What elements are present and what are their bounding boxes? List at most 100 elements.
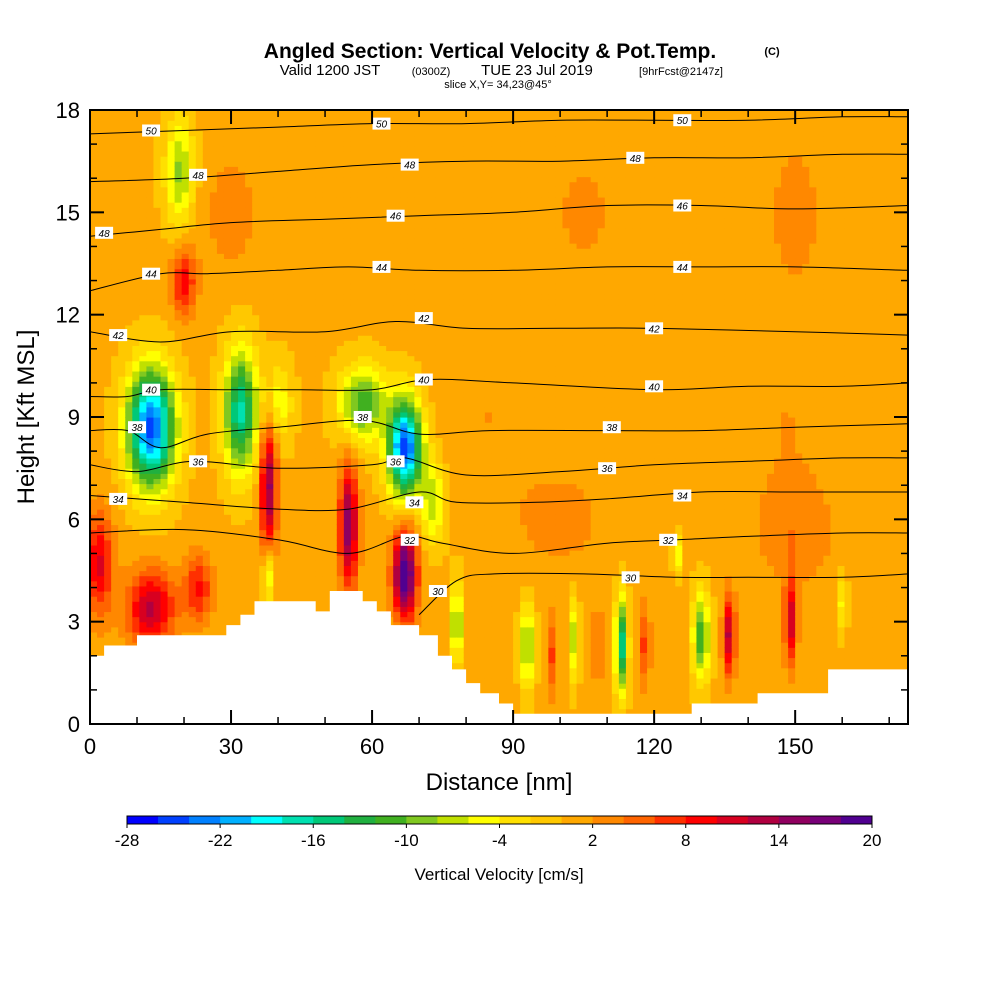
heatmap-cell (209, 601, 218, 607)
heatmap-cell (216, 140, 225, 147)
heatmap-cell (174, 232, 183, 239)
heatmap-cell (216, 243, 225, 249)
heatmap-cell (372, 493, 380, 500)
heatmap-cell (273, 319, 281, 326)
heatmap-cell (315, 304, 324, 311)
heatmap-cell (329, 232, 338, 239)
heatmap-cell (273, 468, 281, 474)
heatmap-cell (153, 253, 162, 259)
heatmap-cell (365, 140, 373, 147)
heatmap-cell (238, 560, 246, 566)
heatmap-cell (202, 130, 211, 137)
heatmap-cell (174, 156, 183, 162)
heatmap-cell (322, 396, 331, 403)
heatmap-cell (118, 186, 126, 193)
heatmap-cell (97, 335, 105, 341)
heatmap-cell (238, 539, 246, 546)
heatmap-cell (266, 544, 274, 551)
heatmap-cell (365, 171, 373, 178)
heatmap-cell (238, 534, 246, 541)
heatmap-cell (343, 493, 352, 500)
heatmap-cell (146, 631, 155, 638)
heatmap-cell (231, 330, 239, 336)
heatmap-cell (90, 181, 98, 188)
heatmap-cell (231, 217, 239, 224)
heatmap-cell (118, 140, 126, 147)
heatmap-cell (259, 222, 267, 229)
heatmap-cell (231, 150, 239, 157)
heatmap-cell (238, 524, 246, 531)
heatmap-cell (273, 191, 281, 198)
heatmap-cell (111, 642, 119, 648)
heatmap-cell (223, 473, 232, 479)
heatmap-cell (301, 299, 310, 306)
heatmap-cell (308, 161, 317, 167)
heatmap-cell (167, 483, 176, 490)
heatmap-cell (139, 243, 148, 249)
heatmap-cell (357, 202, 366, 208)
heatmap-cell (238, 437, 246, 444)
heatmap-cell (111, 463, 119, 469)
heatmap-cell (97, 355, 105, 362)
heatmap-cell (111, 140, 119, 147)
heatmap-cell (104, 324, 112, 331)
heatmap-cell (329, 248, 338, 254)
heatmap-cell (139, 365, 148, 372)
heatmap-cell (167, 611, 176, 618)
heatmap-cell (216, 626, 225, 633)
heatmap-cell (146, 427, 155, 433)
heatmap-cell (259, 524, 267, 531)
heatmap-cell (160, 601, 169, 607)
heatmap-cell (343, 150, 352, 157)
heatmap-cell (259, 289, 267, 295)
heatmap-cell (125, 417, 133, 423)
heatmap-cell (153, 396, 162, 403)
heatmap-cell (231, 406, 239, 413)
heatmap-cell (301, 452, 310, 459)
heatmap-cell (266, 570, 274, 577)
heatmap-cell (132, 207, 140, 213)
heatmap-cell (195, 560, 204, 566)
heatmap-cell (209, 596, 218, 602)
heatmap-cell (146, 376, 155, 382)
heatmap-cell (308, 411, 317, 418)
heatmap-cell (315, 509, 324, 515)
heatmap-cell (202, 150, 211, 157)
heatmap-cell (365, 273, 373, 280)
heatmap-cell (315, 156, 324, 162)
heatmap-cell (132, 232, 140, 239)
heatmap-cell (90, 422, 98, 428)
heatmap-cell (238, 186, 246, 193)
heatmap-cell (174, 248, 183, 254)
heatmap-cell (90, 621, 98, 628)
heatmap-cell (294, 237, 303, 244)
heatmap-cell (195, 355, 204, 362)
heatmap-cell (252, 232, 260, 239)
heatmap-cell (216, 606, 225, 613)
heatmap-cell (372, 376, 380, 382)
heatmap-cell (223, 452, 232, 459)
heatmap-cell (146, 580, 155, 587)
heatmap-cell (322, 217, 331, 224)
heatmap-cell (372, 514, 380, 520)
heatmap-cell (287, 278, 296, 285)
heatmap-cell (336, 432, 345, 439)
heatmap-cell (308, 324, 317, 331)
heatmap-cell (174, 570, 183, 577)
heatmap-cell (252, 376, 260, 382)
heatmap-cell (153, 452, 162, 459)
heatmap-cell (125, 212, 133, 219)
heatmap-cell (372, 324, 380, 331)
heatmap-cell (195, 437, 204, 444)
heatmap-cell (315, 248, 324, 254)
heatmap-cell (111, 601, 119, 607)
heatmap-cell (245, 529, 253, 536)
heatmap-cell (259, 427, 267, 433)
heatmap-cell (294, 575, 303, 582)
heatmap-cell (372, 503, 380, 510)
heatmap-cell (322, 196, 331, 203)
heatmap-cell (259, 580, 267, 587)
heatmap-cell (139, 324, 148, 331)
heatmap-cell (139, 370, 148, 377)
heatmap-cell (118, 125, 126, 132)
